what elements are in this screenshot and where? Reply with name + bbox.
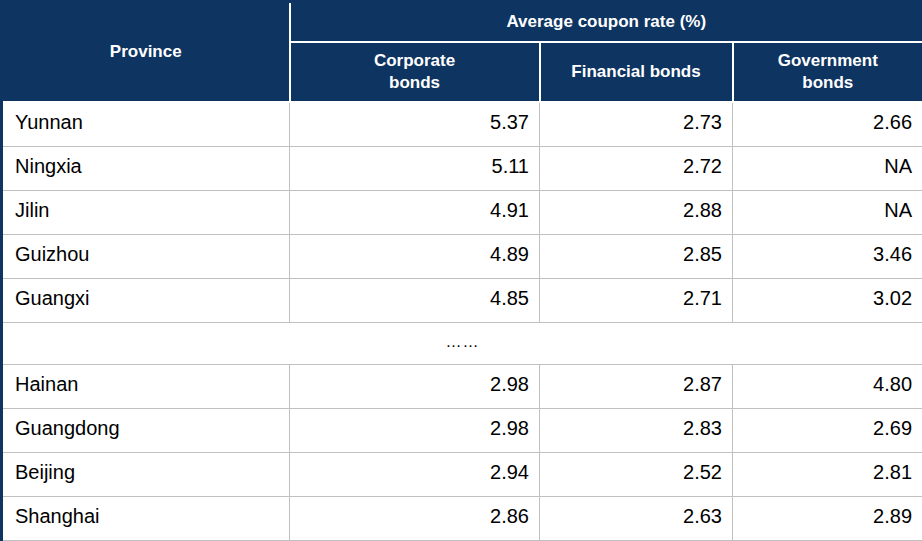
province-cell: Guizhou bbox=[2, 234, 290, 278]
value-cell: 2.86 bbox=[290, 496, 540, 540]
province-cell: Guangxi bbox=[2, 278, 290, 322]
value-cell: 2.69 bbox=[733, 408, 922, 452]
value-cell: 4.91 bbox=[290, 190, 540, 234]
value-cell: NA bbox=[733, 190, 922, 234]
table-row: Jilin4.912.88NA bbox=[2, 190, 922, 234]
province-cell: Shanghai bbox=[2, 496, 290, 540]
coupon-rate-table-container: Province Average coupon rate (%) Corpora… bbox=[0, 0, 922, 541]
value-cell: 4.80 bbox=[733, 364, 922, 408]
value-cell: 4.89 bbox=[290, 234, 540, 278]
value-cell: 5.11 bbox=[290, 146, 540, 190]
header-province: Province bbox=[2, 2, 290, 102]
header-group-row: Province Average coupon rate (%) bbox=[2, 2, 922, 42]
value-cell: 2.98 bbox=[290, 408, 540, 452]
value-cell: 2.89 bbox=[733, 496, 922, 540]
header-corporate-bonds-label: Corporate bonds bbox=[350, 50, 480, 93]
table-header: Province Average coupon rate (%) Corpora… bbox=[2, 2, 922, 102]
ellipsis-cell: …… bbox=[2, 322, 922, 364]
table-row: Guangxi4.852.713.02 bbox=[2, 278, 922, 322]
table-row: Guangdong2.982.832.69 bbox=[2, 408, 922, 452]
value-cell: 4.85 bbox=[290, 278, 540, 322]
value-cell: 2.85 bbox=[540, 234, 733, 278]
table-row: Guizhou4.892.853.46 bbox=[2, 234, 922, 278]
header-financial-bonds: Financial bonds bbox=[540, 42, 733, 102]
header-financial-bonds-label: Financial bonds bbox=[571, 61, 700, 82]
value-cell: 3.02 bbox=[733, 278, 922, 322]
value-cell: 2.98 bbox=[290, 364, 540, 408]
province-cell: Beijing bbox=[2, 452, 290, 496]
province-cell: Ningxia bbox=[2, 146, 290, 190]
header-average-coupon-rate: Average coupon rate (%) bbox=[290, 2, 922, 42]
table-row: Ningxia5.112.72NA bbox=[2, 146, 922, 190]
value-cell: 2.52 bbox=[540, 452, 733, 496]
value-cell: 2.94 bbox=[290, 452, 540, 496]
province-cell: Guangdong bbox=[2, 408, 290, 452]
value-cell: 5.37 bbox=[290, 102, 540, 147]
value-cell: 2.73 bbox=[540, 102, 733, 147]
province-cell: Jilin bbox=[2, 190, 290, 234]
value-cell: 2.87 bbox=[540, 364, 733, 408]
average-coupon-rate-table: Province Average coupon rate (%) Corpora… bbox=[0, 0, 922, 541]
table-row: Hainan2.982.874.80 bbox=[2, 364, 922, 408]
value-cell: 2.66 bbox=[733, 102, 922, 147]
value-cell: NA bbox=[733, 146, 922, 190]
ellipsis-row: …… bbox=[2, 322, 922, 364]
value-cell: 2.83 bbox=[540, 408, 733, 452]
table-row: Beijing2.942.522.81 bbox=[2, 452, 922, 496]
province-cell: Yunnan bbox=[2, 102, 290, 147]
header-corporate-bonds: Corporate bonds bbox=[290, 42, 540, 102]
header-government-bonds-label: Government bonds bbox=[763, 50, 893, 93]
value-cell: 2.71 bbox=[540, 278, 733, 322]
header-government-bonds: Government bonds bbox=[733, 42, 922, 102]
province-cell: Hainan bbox=[2, 364, 290, 408]
value-cell: 2.88 bbox=[540, 190, 733, 234]
table-row: Shanghai2.862.632.89 bbox=[2, 496, 922, 540]
value-cell: 2.63 bbox=[540, 496, 733, 540]
value-cell: 2.72 bbox=[540, 146, 733, 190]
table-row: Yunnan5.372.732.66 bbox=[2, 102, 922, 147]
value-cell: 2.81 bbox=[733, 452, 922, 496]
value-cell: 3.46 bbox=[733, 234, 922, 278]
table-body: Yunnan5.372.732.66Ningxia5.112.72NAJilin… bbox=[2, 102, 922, 541]
